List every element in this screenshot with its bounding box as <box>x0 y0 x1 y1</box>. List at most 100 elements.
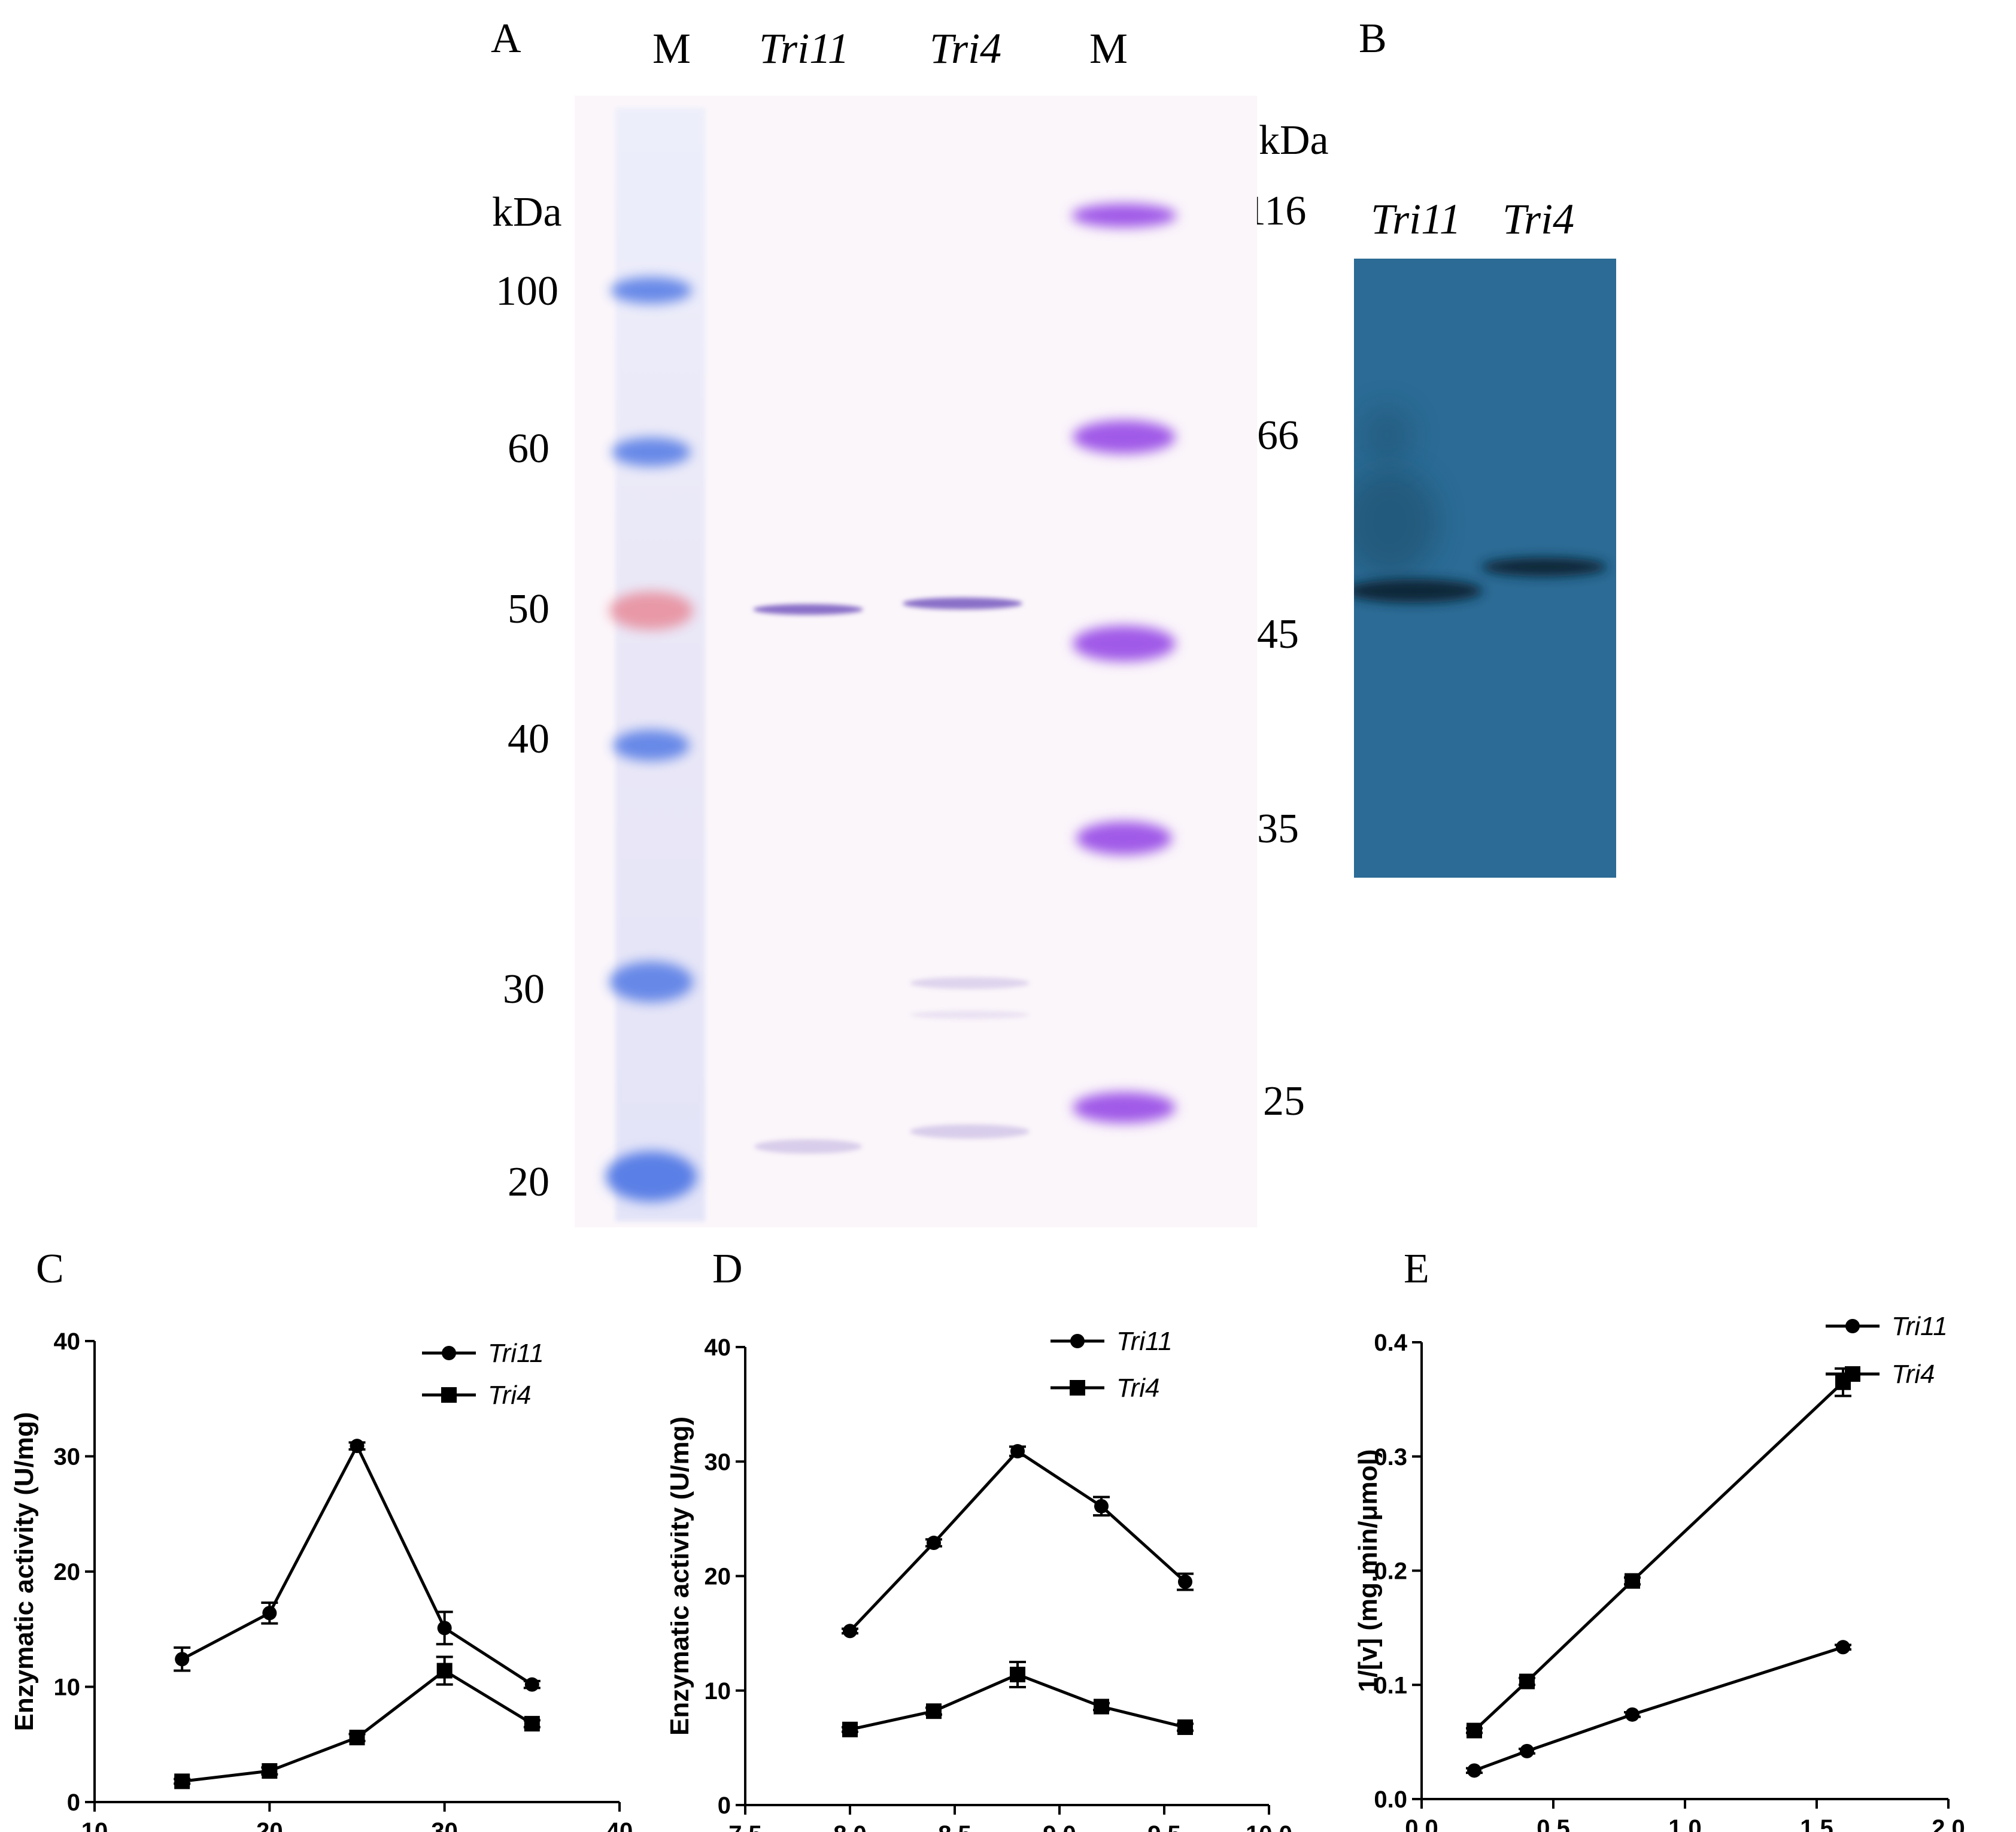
data-point-tri4 <box>1625 1573 1640 1589</box>
x-tick-label: 30 <box>431 1818 458 1832</box>
marker-band <box>612 438 691 466</box>
data-point-tri4 <box>436 1663 453 1679</box>
marker-band <box>613 730 690 761</box>
gel-unit-right: kDa <box>1259 117 1329 163</box>
data-point-tri4 <box>1519 1673 1535 1690</box>
y-tick-label: 0 <box>67 1789 80 1816</box>
marker-band <box>611 277 692 304</box>
x-tick-label: 10 <box>81 1818 108 1832</box>
series-line-tri11 <box>1474 1645 1844 1772</box>
panel-label-b: B <box>1359 16 1387 62</box>
data-point-tri11 <box>437 1621 452 1636</box>
blot-lane-label: Tri11 <box>1371 195 1461 243</box>
panel-label-d: D <box>712 1246 743 1292</box>
mw-label-left: 20 <box>508 1159 549 1205</box>
sample-band-tri4 <box>903 597 1022 609</box>
sample-band-faint <box>754 1139 862 1154</box>
mw-label-right: 25 <box>1263 1078 1305 1124</box>
x-tick-label: 0.5 <box>1537 1815 1570 1832</box>
series-line-tri11 <box>849 1449 1186 1633</box>
marker-lane-left <box>615 108 705 1221</box>
mw-label-right: 35 <box>1257 806 1299 852</box>
mw-label-right: 66 <box>1257 412 1299 459</box>
legend-label: Tri4 <box>1891 1360 1935 1389</box>
data-point-tri11 <box>1178 1575 1192 1590</box>
data-point-tri4 <box>1177 1719 1193 1735</box>
blot-lane-label: Tri4 <box>1502 195 1575 243</box>
y-tick-label: 0.2 <box>1374 1558 1407 1585</box>
blot-band-tri4 <box>1481 557 1607 577</box>
sample-band-faint <box>910 1011 1030 1019</box>
x-tick-label: 8.5 <box>938 1821 971 1832</box>
x-tick-label: 2.0 <box>1932 1815 1965 1832</box>
data-point-tri4 <box>262 1763 278 1779</box>
x-tick-label: 7.5 <box>728 1821 762 1832</box>
y-tick-label: 0.1 <box>1374 1672 1407 1698</box>
gel-unit-left: kDa <box>492 189 562 235</box>
marker-band <box>1076 821 1172 855</box>
y-tick-label: 30 <box>54 1444 81 1470</box>
data-point-tri4 <box>524 1716 540 1732</box>
legend-marker <box>1845 1319 1860 1333</box>
gel-lane-label: Tri4 <box>930 25 1002 72</box>
data-point-tri4 <box>1010 1666 1025 1682</box>
marker-band <box>1073 420 1176 454</box>
y-tick-label: 0 <box>718 1792 731 1819</box>
data-point-tri11 <box>927 1536 941 1551</box>
y-tick-label: 0.3 <box>1374 1444 1407 1470</box>
marker-band <box>1071 204 1177 228</box>
data-point-tri4 <box>349 1730 365 1746</box>
data-point-tri11 <box>262 1606 277 1621</box>
marker-band-reference <box>609 592 693 630</box>
chart-d-plot: 7.58.08.59.09.510.0010203040pHEnzymatic … <box>670 1327 1292 1832</box>
gel-lane-label: M <box>652 25 691 72</box>
x-tick-label: 1.5 <box>1800 1815 1833 1832</box>
chart-c: 10203040010203040Temperature (°C)Enzymat… <box>10 1328 633 1832</box>
x-tick-label: 1.0 <box>1668 1815 1702 1832</box>
x-tick-label: 40 <box>606 1818 633 1832</box>
sample-band-faint <box>910 1124 1030 1139</box>
legend-label: Tri11 <box>488 1339 544 1368</box>
marker-band <box>1073 626 1176 662</box>
mw-label-right: 45 <box>1257 611 1299 657</box>
x-tick-label: 9.5 <box>1147 1821 1181 1832</box>
x-tick-label: 10.0 <box>1246 1821 1292 1832</box>
data-point-tri11 <box>175 1652 190 1667</box>
y-tick-label: 40 <box>705 1334 731 1361</box>
y-axis-label: Enzymatic activity (U/mg) <box>670 1417 694 1736</box>
data-point-tri11 <box>1094 1499 1109 1513</box>
legend-marker <box>1070 1380 1085 1396</box>
y-axis-label: Enzymatic activity (U/mg) <box>10 1412 39 1731</box>
panel-label-a: A <box>491 16 521 62</box>
series-line-tri4 <box>181 1669 533 1783</box>
legend-label: Tri11 <box>1891 1312 1948 1341</box>
gel-lane-label: M <box>1089 25 1128 72</box>
data-point-tri11 <box>1467 1763 1481 1778</box>
y-tick-label: 30 <box>705 1449 731 1475</box>
mw-label-left: 100 <box>496 268 558 314</box>
data-point-tri11 <box>843 1624 857 1639</box>
y-tick-label: 10 <box>54 1675 81 1701</box>
sample-band-faint <box>910 977 1030 989</box>
data-point-tri4 <box>1094 1698 1109 1715</box>
y-tick-label: 0.0 <box>1374 1786 1407 1813</box>
mw-label-left: 30 <box>503 966 545 1012</box>
chart-d: 7.58.08.59.09.510.0010203040pHEnzymatic … <box>670 1327 1292 1832</box>
marker-band <box>1073 1092 1176 1123</box>
marker-band <box>606 1151 697 1202</box>
legend-label: Tri11 <box>1116 1327 1173 1356</box>
legend-marker <box>441 1387 457 1403</box>
blot-image <box>1354 259 1616 878</box>
legend-marker <box>1845 1366 1860 1382</box>
legend-marker <box>442 1346 456 1360</box>
chart-e: 0.00.51.01.52.00.00.10.20.30.41/[S] (1/m… <box>1353 1312 1965 1832</box>
mw-label-left: 60 <box>508 426 549 472</box>
panel-label-c: C <box>36 1246 64 1292</box>
x-tick-label: 9.0 <box>1043 1821 1076 1832</box>
data-point-tri11 <box>524 1677 539 1692</box>
data-point-tri11 <box>1010 1444 1025 1459</box>
chart-c-plot: 10203040010203040Temperature (°C)Enzymat… <box>10 1328 633 1832</box>
legend-marker <box>1070 1334 1085 1348</box>
marker-band <box>609 962 693 1002</box>
gel-image <box>575 96 1257 1227</box>
